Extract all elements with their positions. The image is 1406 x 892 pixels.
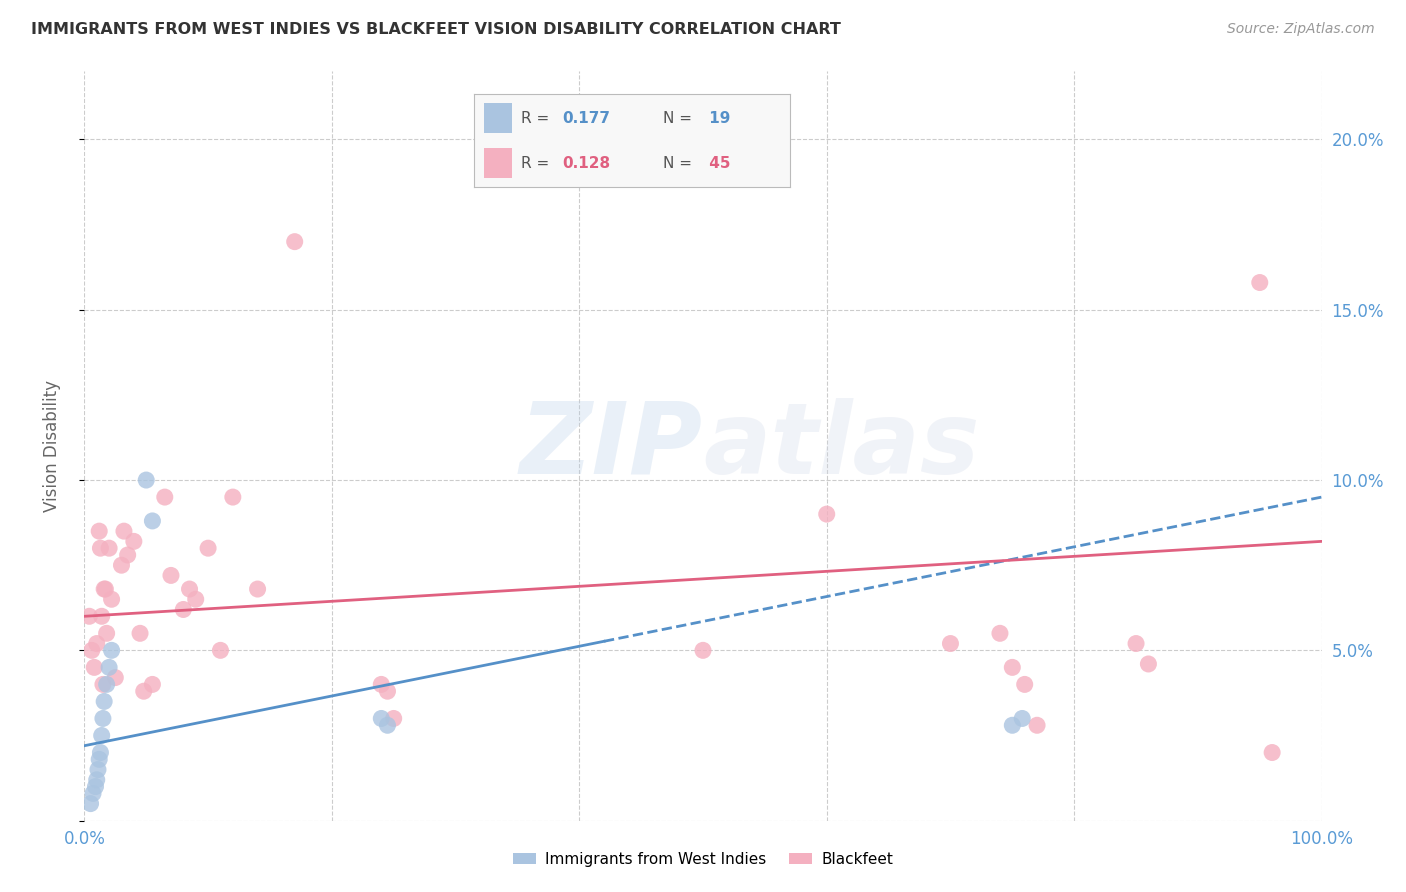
Point [93, 582, 115, 596]
Point [135, 473, 157, 487]
Text: IMMIGRANTS FROM WEST INDIES VS BLACKFEET VISION DISABILITY CORRELATION CHART: IMMIGRANTS FROM WEST INDIES VS BLACKFEET… [31, 22, 841, 37]
Point [94, 582, 117, 596]
Point [89, 524, 111, 538]
Point [100, 592, 122, 607]
Point [93, 694, 115, 708]
Y-axis label: Vision Disability: Vision Disability [42, 380, 60, 512]
Point [89, 541, 111, 556]
Point [89, 752, 111, 766]
Point [172, 602, 194, 616]
Point [96, 626, 118, 640]
Point [91, 711, 114, 725]
Point [98, 660, 121, 674]
Point [1249, 276, 1271, 290]
Point [90, 729, 112, 743]
Point [84, 780, 107, 794]
Point [179, 582, 201, 596]
Point [160, 568, 183, 582]
Point [939, 636, 962, 650]
Point [988, 626, 1011, 640]
Point [104, 671, 127, 685]
Point [222, 490, 245, 504]
Point [132, 684, 155, 698]
Point [117, 548, 139, 562]
Point [382, 711, 405, 725]
Point [377, 718, 399, 732]
Point [1001, 660, 1024, 674]
Point [86, 772, 108, 787]
Point [100, 643, 122, 657]
Point [83, 660, 105, 674]
Point [1026, 718, 1049, 732]
Point [141, 677, 163, 691]
Point [1137, 657, 1160, 671]
Point [80, 643, 103, 657]
Point [377, 684, 399, 698]
Point [1261, 746, 1284, 760]
Point [153, 490, 176, 504]
Point [370, 677, 392, 691]
Point [90, 609, 112, 624]
Point [112, 524, 135, 538]
Point [82, 786, 104, 800]
Point [96, 677, 118, 691]
Point [89, 746, 111, 760]
Point [815, 507, 838, 521]
Point [370, 711, 392, 725]
Text: ZIP: ZIP [520, 398, 703, 494]
Point [692, 643, 714, 657]
Point [129, 626, 152, 640]
Text: atlas: atlas [703, 398, 980, 494]
Point [1014, 677, 1036, 691]
Point [246, 582, 269, 596]
Point [87, 763, 110, 777]
Text: Source: ZipAtlas.com: Source: ZipAtlas.com [1227, 22, 1375, 37]
Point [1125, 636, 1147, 650]
Point [98, 541, 121, 556]
Point [209, 643, 232, 657]
Point [79, 609, 101, 624]
Point [122, 534, 145, 549]
Point [110, 558, 132, 573]
Legend: Immigrants from West Indies, Blackfeet: Immigrants from West Indies, Blackfeet [506, 846, 900, 873]
Point [91, 677, 114, 691]
Point [284, 235, 307, 249]
Point [184, 592, 207, 607]
Point [86, 636, 108, 650]
Point [1001, 718, 1024, 732]
Point [1011, 711, 1033, 725]
Point [197, 541, 219, 556]
Point [141, 514, 163, 528]
Point [79, 797, 101, 811]
